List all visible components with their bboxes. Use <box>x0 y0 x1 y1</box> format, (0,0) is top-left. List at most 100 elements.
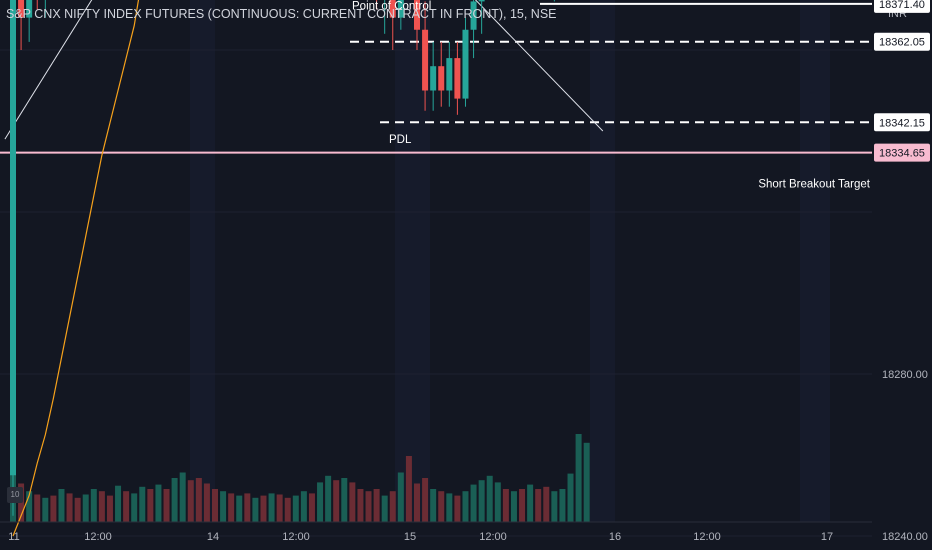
x-tick-label: 16 <box>609 531 621 543</box>
volume-bar <box>58 489 65 522</box>
candle-body <box>478 0 485 2</box>
volume-bar <box>510 491 517 522</box>
price-axis <box>872 0 932 550</box>
volume-bar <box>462 491 469 522</box>
volume-bar <box>486 475 493 522</box>
volume-bar <box>163 489 170 522</box>
candle-body <box>18 0 25 18</box>
candle-body <box>454 58 461 99</box>
volume-bar <box>171 478 178 522</box>
session-band <box>190 0 215 522</box>
volume-bar <box>123 491 130 522</box>
x-tick-label: 14 <box>207 531 219 543</box>
volume-bar <box>333 480 340 522</box>
volume-bar <box>349 482 356 522</box>
volume-bar <box>131 493 138 522</box>
logo: 10 <box>7 487 23 503</box>
candle-body <box>414 0 420 30</box>
session-band <box>590 0 615 522</box>
trendline <box>474 0 604 132</box>
x-tick-label: 12:00 <box>693 531 721 543</box>
volume-bar <box>357 489 364 522</box>
x-tick-label: 12:00 <box>84 531 112 543</box>
volume-bar <box>438 491 445 522</box>
volume-bar <box>90 489 97 522</box>
price-badge <box>874 0 930 13</box>
volume-bar <box>397 472 404 522</box>
volume-bar <box>115 485 122 522</box>
volume-bar <box>187 480 194 522</box>
volume-bar <box>139 486 146 522</box>
volume-bar <box>292 495 299 522</box>
volume-bar <box>42 497 49 522</box>
volume-bar <box>268 493 275 522</box>
level-label: Point of Control <box>352 1 431 13</box>
volume-bar <box>365 491 372 522</box>
volume-bar <box>373 489 380 522</box>
candle-body <box>10 0 16 476</box>
volume-bar <box>74 497 81 522</box>
x-tick-label: 11 <box>8 531 19 543</box>
candle-body <box>430 66 437 91</box>
price-badge <box>874 32 930 51</box>
candle-body <box>422 29 429 91</box>
volume-bar <box>276 494 283 522</box>
y-tick-label: 18280.00 <box>882 369 928 381</box>
volume-bar <box>494 482 501 522</box>
volume-bar <box>244 493 251 522</box>
price-badge-text: 18362.05 <box>879 37 925 49</box>
volume-bar <box>50 495 57 522</box>
price-badge <box>874 113 930 132</box>
volume-bar <box>422 478 429 522</box>
volume-bar <box>252 497 259 522</box>
volume-bar <box>300 491 307 522</box>
volume-bar <box>543 486 550 522</box>
volume-bar <box>34 494 41 522</box>
volume-bar <box>98 491 105 522</box>
volume-bar <box>527 484 534 522</box>
x-tick-label: 12:00 <box>282 531 310 543</box>
volume-bar <box>317 482 324 522</box>
volume-bar <box>454 495 461 522</box>
volume-bar <box>446 493 453 522</box>
level-lines <box>0 2 872 154</box>
volume-bar <box>341 478 348 522</box>
x-tick-label: 17 <box>821 531 833 543</box>
volume-bar <box>381 495 388 522</box>
volume-bar <box>155 484 162 522</box>
volume-bar <box>502 489 509 522</box>
candle-body <box>470 1 477 30</box>
candle-series <box>10 0 555 516</box>
trendline <box>4 0 93 140</box>
volume-bar <box>66 493 73 522</box>
candle-body <box>26 0 33 18</box>
volume-bar <box>106 495 113 522</box>
volume-bar <box>430 489 437 522</box>
x-tick-label: 12:00 <box>479 531 507 543</box>
volume-bar <box>405 456 412 522</box>
volume-bar <box>26 491 33 522</box>
volume-bar <box>519 489 526 522</box>
session-band <box>800 0 830 522</box>
volume-bar <box>567 473 574 522</box>
candle-body <box>397 0 404 18</box>
volume-bar <box>220 491 227 522</box>
volume-bar <box>414 483 420 522</box>
volume-bar <box>575 434 582 522</box>
volume-bar <box>535 489 542 522</box>
volume-bar <box>195 478 202 522</box>
price-badge-text: 18371.40 <box>879 0 925 11</box>
y-tick-label: 18240.00 <box>882 531 928 543</box>
price-badge-text: 18334.65 <box>879 148 925 160</box>
volume-bar <box>551 491 558 522</box>
volume-bar <box>583 442 590 522</box>
volume-bar <box>212 489 218 522</box>
volume-bar <box>228 493 235 522</box>
volume-bar <box>389 491 396 522</box>
chart-title: S&P CNX NIFTY INDEX FUTURES (CONTINUOUS:… <box>6 7 557 21</box>
candle-body <box>462 29 469 99</box>
volume-bar <box>470 484 477 522</box>
volume-series <box>10 401 590 522</box>
